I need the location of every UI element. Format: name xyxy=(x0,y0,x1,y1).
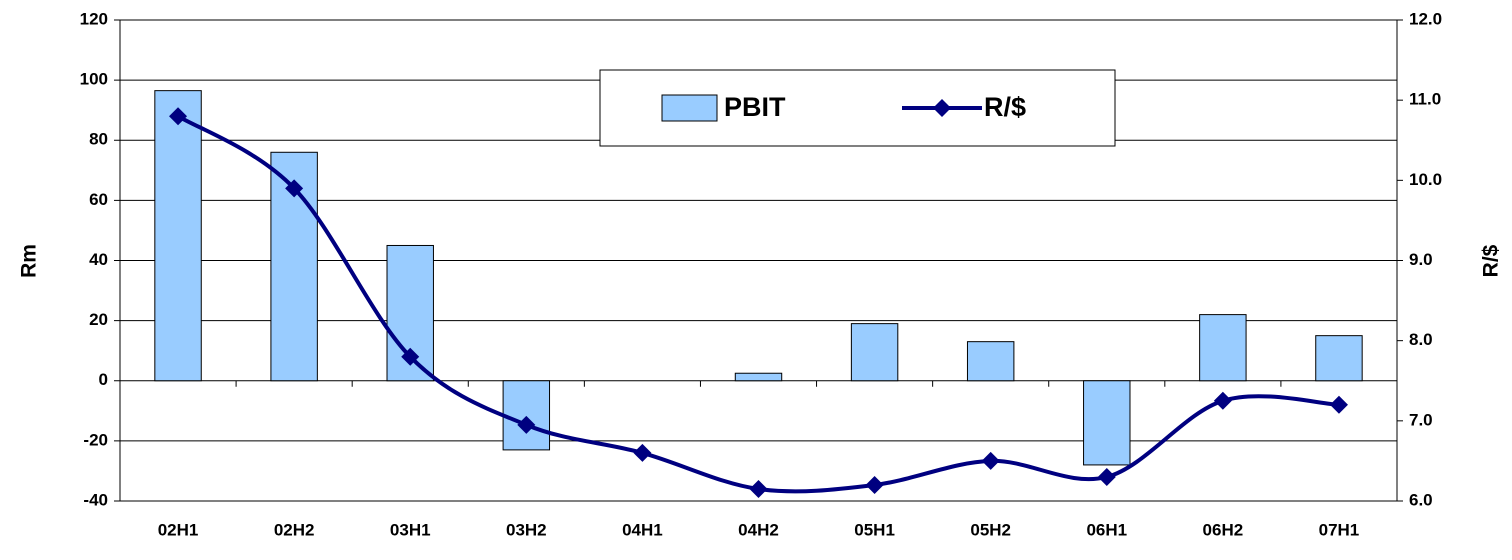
bar xyxy=(1083,380,1131,466)
marker xyxy=(981,451,1000,470)
x-tick-label: 03H1 xyxy=(390,520,431,539)
marker xyxy=(401,347,420,366)
y2-tick-label: 12.0 xyxy=(1409,9,1442,28)
y-tick-label: 40 xyxy=(89,250,108,269)
bar xyxy=(850,323,899,382)
bar xyxy=(966,341,1015,382)
y2-tick-label: 7.0 xyxy=(1409,410,1433,429)
x-tick-label: 02H2 xyxy=(274,520,315,539)
y2-tick-label: 10.0 xyxy=(1409,170,1442,189)
marker xyxy=(169,107,188,126)
x-tick-label: 06H2 xyxy=(1203,520,1244,539)
legend-swatch xyxy=(661,94,718,122)
y2-axis-label: R/$ xyxy=(1480,244,1503,277)
x-tick-label: 02H1 xyxy=(158,520,199,539)
marker xyxy=(1097,467,1116,486)
bar xyxy=(154,90,202,382)
y2-tick-label: 8.0 xyxy=(1409,330,1433,349)
y-tick-label: 0 xyxy=(99,370,108,389)
x-tick-label: 05H1 xyxy=(854,520,895,539)
y2-tick-label: 6.0 xyxy=(1409,490,1433,509)
plot-frame xyxy=(119,19,1398,502)
y2-tick-label: 9.0 xyxy=(1409,250,1433,269)
marker xyxy=(517,415,536,434)
x-tick-label: 03H2 xyxy=(506,520,547,539)
bar xyxy=(1199,314,1247,382)
x-tick-label: 07H1 xyxy=(1319,520,1360,539)
y-tick-label: 60 xyxy=(89,190,108,209)
y2-tick-label: 11.0 xyxy=(1409,90,1441,109)
bar xyxy=(734,372,783,382)
marker xyxy=(285,179,304,198)
line xyxy=(176,114,1340,494)
y-axis-label: Rm xyxy=(18,244,41,278)
marker xyxy=(749,479,768,498)
legend-label: PBIT xyxy=(724,92,786,122)
marker xyxy=(1329,395,1348,414)
x-tick-label: 04H1 xyxy=(622,520,663,539)
bar xyxy=(1315,335,1363,382)
marker xyxy=(633,443,652,462)
y-tick-label: 80 xyxy=(89,130,108,149)
x-tick-label: 04H2 xyxy=(738,520,779,539)
y-tick-label: 120 xyxy=(80,9,108,28)
marker xyxy=(865,475,884,494)
y-tick-label: -40 xyxy=(83,490,108,509)
y-tick-label: 100 xyxy=(80,70,108,89)
y-tick-label: -20 xyxy=(83,430,108,449)
legend-label: R/$ xyxy=(984,92,1026,122)
y-tick-label: 20 xyxy=(89,310,108,329)
x-tick-label: 06H1 xyxy=(1086,520,1127,539)
legend-marker xyxy=(933,99,951,117)
bar xyxy=(502,380,551,451)
x-tick-label: 05H2 xyxy=(970,520,1011,539)
marker xyxy=(1213,391,1232,410)
